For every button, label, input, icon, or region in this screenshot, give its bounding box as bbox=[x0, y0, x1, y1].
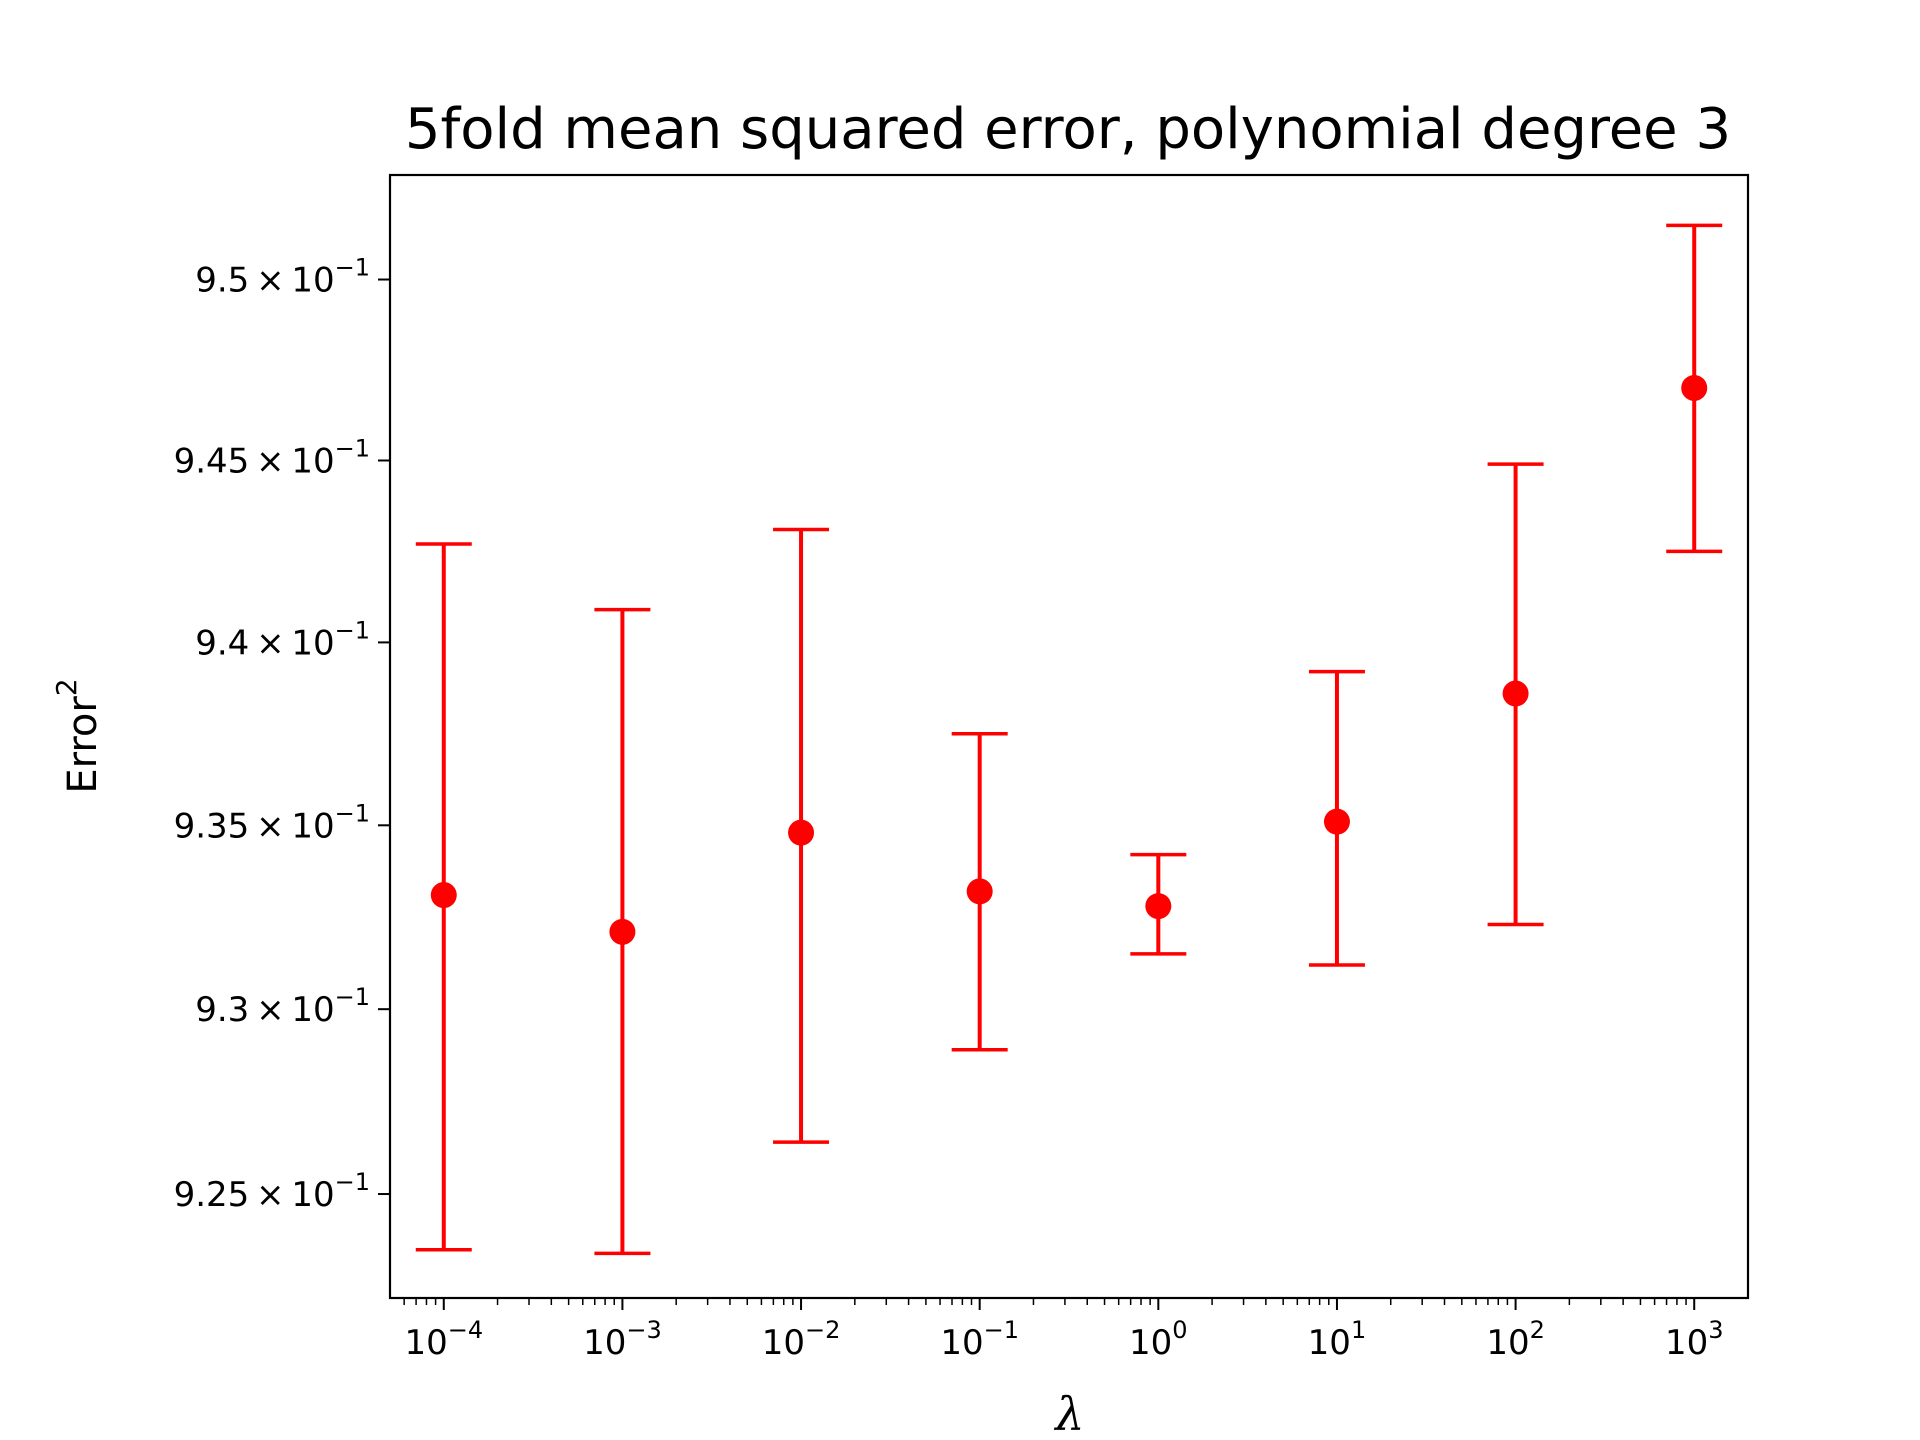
y-tick-label-2: 9.35 × 10−1 bbox=[174, 799, 370, 846]
y-tick-label-3: 9.4 × 10−1 bbox=[195, 616, 370, 663]
data-point-2 bbox=[788, 819, 815, 846]
y-axis: 9.25 × 10−1 9.3 × 10−1 9.35 × 10−1 9.4 × 10… bbox=[174, 254, 390, 1215]
data-point-0 bbox=[430, 882, 457, 909]
y-axis-label-text: Error bbox=[60, 696, 106, 794]
x-tick-label-4: 100 bbox=[1129, 1316, 1188, 1363]
y-axis-label: Error2 bbox=[50, 678, 106, 793]
x-tick-label-7: 103 bbox=[1665, 1316, 1724, 1363]
data-point-3 bbox=[966, 878, 993, 905]
y-tick-label-0: 9.25 × 10−1 bbox=[174, 1168, 370, 1215]
data-point-1 bbox=[609, 918, 636, 945]
x-tick-label-2: 10−2 bbox=[762, 1316, 841, 1363]
data-point-7 bbox=[1681, 374, 1708, 401]
plot-frame bbox=[388, 173, 1750, 1300]
data-point-6 bbox=[1502, 680, 1529, 707]
x-tick-label-5: 101 bbox=[1308, 1316, 1367, 1363]
y-tick-label-5: 9.5 × 10−1 bbox=[195, 254, 370, 301]
x-axis: 10−4 10−3 10−2 10−1 100 101 102 103 bbox=[403, 1298, 1724, 1363]
data-marks bbox=[415, 223, 1723, 1256]
x-tick-label-6: 102 bbox=[1486, 1316, 1545, 1363]
x-tick-label-3: 10−1 bbox=[940, 1316, 1019, 1363]
data-point-5 bbox=[1323, 808, 1350, 835]
y-tick-label-1: 9.3 × 10−1 bbox=[195, 983, 370, 1030]
x-tick-label-1: 10−3 bbox=[583, 1316, 662, 1363]
data-point-4 bbox=[1145, 893, 1172, 920]
y-axis-label-superscript: 2 bbox=[50, 678, 83, 696]
x-tick-label-0: 10−4 bbox=[404, 1316, 483, 1363]
x-axis-label: λ bbox=[1053, 1387, 1084, 1440]
y-tick-label-4: 9.45 × 10−1 bbox=[174, 434, 370, 481]
chart-title: 5fold mean squared error, polynomial deg… bbox=[405, 97, 1731, 162]
